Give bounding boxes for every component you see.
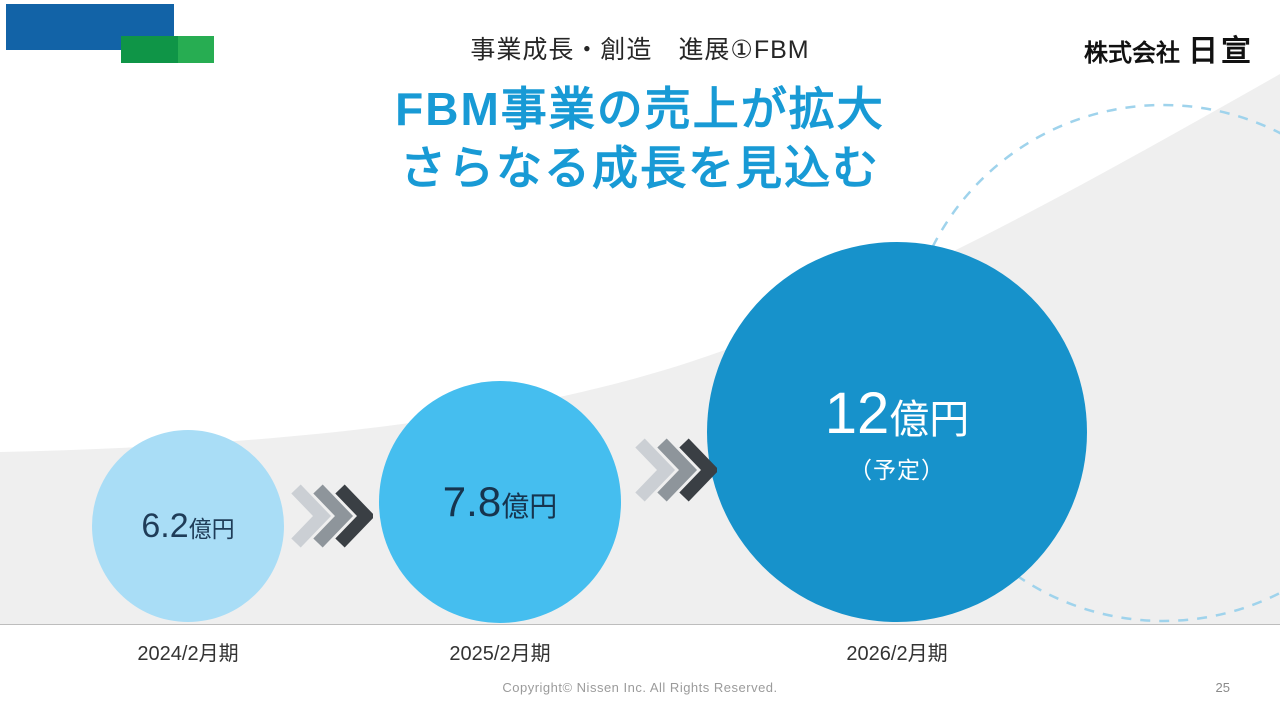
- company-logo-name: 日宣: [1188, 35, 1254, 68]
- axis-label-2025: 2025/2月期: [449, 643, 551, 665]
- axis-label-2024: 2024/2月期: [137, 643, 239, 665]
- corner-accent-green-dark: [121, 36, 178, 63]
- growth-chevrons-icon-2: [635, 438, 717, 502]
- bubble-2024-value: 6.2: [141, 506, 189, 545]
- title-line-2: さらなる成長を見込む: [400, 141, 880, 194]
- bubble-2024: 6.2億円: [92, 430, 284, 622]
- page-number: 25: [1215, 680, 1230, 695]
- title-line-1: FBM事業の売上が拡大: [395, 83, 885, 135]
- company-logo-prefix: 株式会社: [1084, 40, 1180, 67]
- bubble-2026-label: 12億円: [825, 380, 970, 447]
- bubble-2025-label: 7.8億円: [443, 478, 557, 526]
- bubble-2025: 7.8億円: [379, 381, 621, 623]
- axis-label-2026: 2026/2月期: [846, 643, 948, 665]
- bubble-2026-unit: 億円: [889, 397, 970, 442]
- dashed-circle-icon: [903, 103, 1280, 623]
- bubble-2025-unit: 億円: [501, 491, 558, 522]
- baseline-axis: [0, 624, 1280, 625]
- company-logo: 株式会社 日宣: [1084, 26, 1254, 70]
- bubble-2024-unit: 億円: [188, 515, 235, 542]
- slide-title: FBM事業の売上が拡大 さらなる成長を見込む: [0, 80, 1280, 198]
- slide-header: 事業成長・創造 進展①FBM: [470, 36, 810, 64]
- bubble-2025-value: 7.8: [442, 478, 502, 525]
- growth-chevrons-icon-1: [291, 484, 373, 548]
- bubble-2026: 12億円 （予定）: [707, 242, 1087, 622]
- bubble-2026-value: 12: [824, 380, 890, 446]
- bubble-2024-label: 6.2億円: [141, 507, 234, 546]
- copyright-text: Copyright© Nissen Inc. All Rights Reserv…: [502, 680, 778, 695]
- bubble-2026-note: （予定）: [849, 456, 945, 483]
